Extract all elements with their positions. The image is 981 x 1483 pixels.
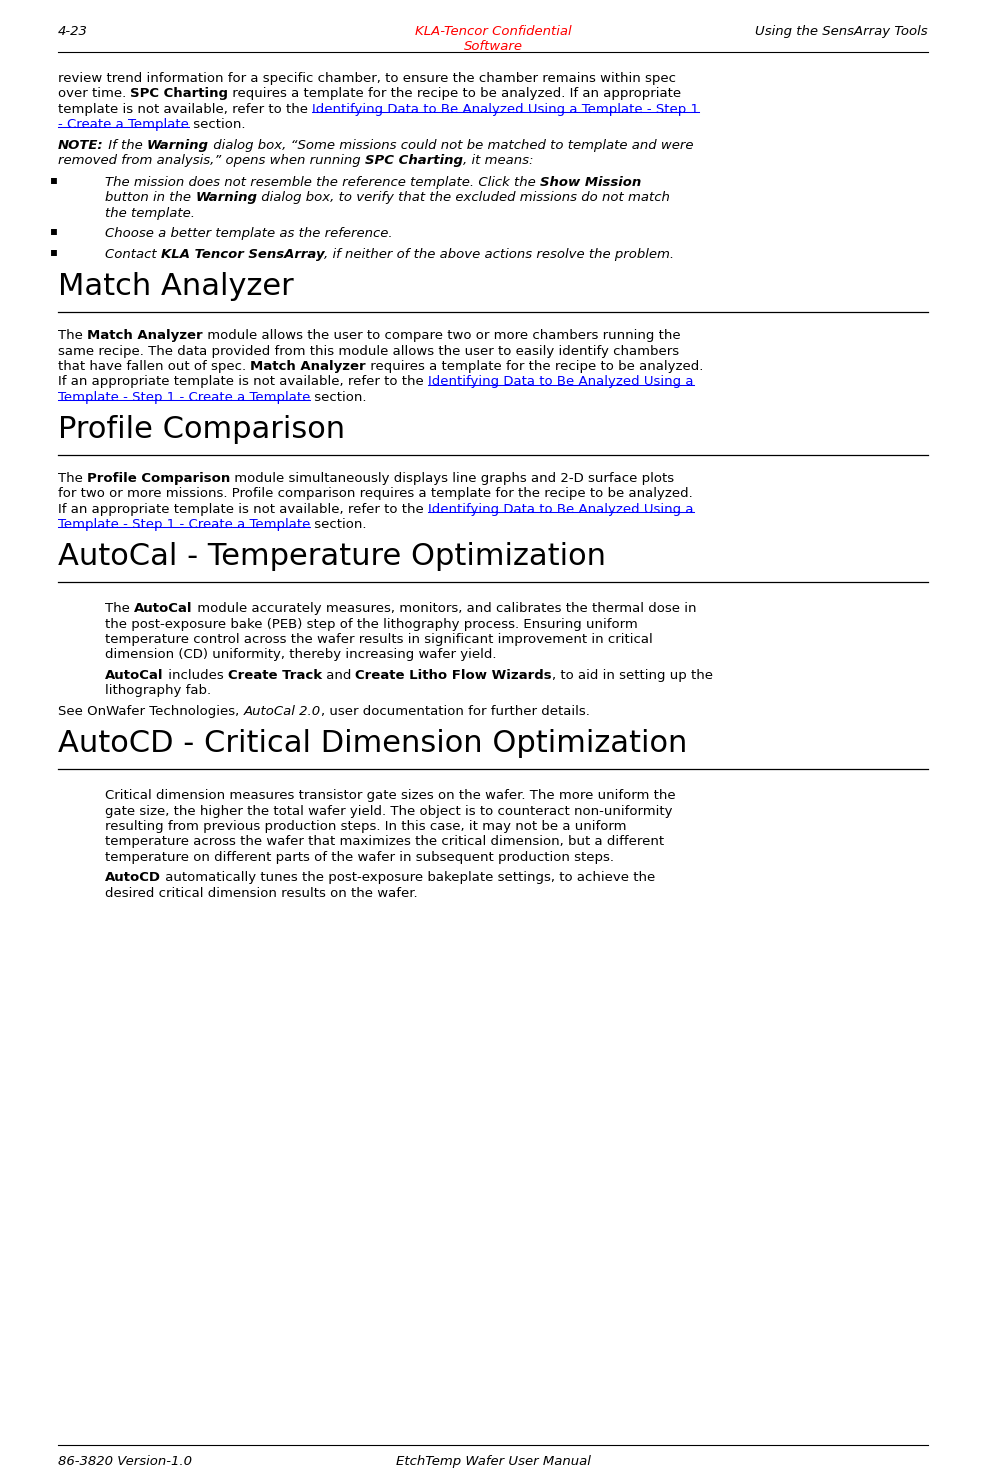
Text: dialog box, to verify that the excluded missions do not match: dialog box, to verify that the excluded …: [257, 191, 670, 205]
Text: , it means:: , it means:: [463, 154, 534, 168]
Text: temperature on different parts of the wafer in subsequent production steps.: temperature on different parts of the wa…: [105, 851, 614, 863]
Text: Identifying Data to Be Analyzed Using a Template - Step 1: Identifying Data to Be Analyzed Using a …: [312, 102, 699, 116]
Text: review trend information for a specific chamber, to ensure the chamber remains w: review trend information for a specific …: [58, 73, 676, 85]
Text: Software: Software: [463, 40, 523, 52]
Text: AutoCal: AutoCal: [134, 602, 192, 615]
Text: gate size, the higher the total wafer yield. The object is to counteract non-uni: gate size, the higher the total wafer yi…: [105, 805, 673, 817]
Text: section.: section.: [310, 390, 367, 403]
Text: Create Litho Flow Wizards: Create Litho Flow Wizards: [355, 669, 552, 682]
Text: template is not available, refer to the: template is not available, refer to the: [58, 102, 312, 116]
Text: module accurately measures, monitors, and calibrates the thermal dose in: module accurately measures, monitors, an…: [192, 602, 697, 615]
Text: AutoCal: AutoCal: [105, 669, 164, 682]
Text: 86-3820 Version-1.0: 86-3820 Version-1.0: [58, 1455, 192, 1468]
Text: , user documentation for further details.: , user documentation for further details…: [321, 704, 590, 718]
Text: Profile Comparison: Profile Comparison: [58, 415, 345, 443]
Text: Match Analyzer: Match Analyzer: [250, 360, 366, 374]
Text: SPC Charting: SPC Charting: [130, 87, 229, 101]
Text: Critical dimension measures transistor gate sizes on the wafer. The more uniform: Critical dimension measures transistor g…: [105, 789, 676, 802]
Text: same recipe. The data provided from this module allows the user to easily identi: same recipe. The data provided from this…: [58, 344, 679, 357]
Text: Profile Comparison: Profile Comparison: [87, 472, 231, 485]
Text: Show Mission: Show Mission: [540, 176, 642, 188]
Text: Match Analyzer: Match Analyzer: [87, 329, 203, 343]
Text: ▪: ▪: [50, 174, 58, 185]
Text: KLA-Tencor Confidential: KLA-Tencor Confidential: [415, 25, 571, 39]
Text: removed from analysis,” opens when running: removed from analysis,” opens when runni…: [58, 154, 365, 168]
Text: automatically tunes the post-exposure bakeplate settings, to achieve the: automatically tunes the post-exposure ba…: [161, 872, 655, 884]
Text: ▪: ▪: [50, 245, 58, 258]
Text: 4-23: 4-23: [58, 25, 88, 39]
Text: dimension (CD) uniformity, thereby increasing wafer yield.: dimension (CD) uniformity, thereby incre…: [105, 648, 496, 661]
Text: lithography fab.: lithography fab.: [105, 684, 211, 697]
Text: If an appropriate template is not available, refer to the: If an appropriate template is not availa…: [58, 375, 428, 389]
Text: KLA Tencor SensArray: KLA Tencor SensArray: [161, 248, 325, 261]
Text: , to aid in setting up the: , to aid in setting up the: [552, 669, 713, 682]
Text: The: The: [105, 602, 134, 615]
Text: Warning: Warning: [146, 138, 209, 151]
Text: The mission does not resemble the reference template. Click the: The mission does not resemble the refere…: [105, 176, 540, 188]
Text: See OnWafer Technologies,: See OnWafer Technologies,: [58, 704, 243, 718]
Text: NOTE:: NOTE:: [58, 138, 104, 151]
Text: for two or more missions. Profile comparison requires a template for the recipe : for two or more missions. Profile compar…: [58, 488, 693, 500]
Text: EtchTemp Wafer User Manual: EtchTemp Wafer User Manual: [395, 1455, 591, 1468]
Text: , if neither of the above actions resolve the problem.: , if neither of the above actions resolv…: [325, 248, 675, 261]
Text: temperature across the wafer that maximizes the critical dimension, but a differ: temperature across the wafer that maximi…: [105, 835, 664, 848]
Text: module allows the user to compare two or more chambers running the: module allows the user to compare two or…: [203, 329, 681, 343]
Text: requires a template for the recipe to be analyzed. If an appropriate: requires a template for the recipe to be…: [229, 87, 682, 101]
Text: The: The: [58, 472, 87, 485]
Text: button in the: button in the: [105, 191, 195, 205]
Text: Choose a better template as the reference.: Choose a better template as the referenc…: [105, 227, 392, 240]
Text: dialog box, “Some missions could not be matched to template and were: dialog box, “Some missions could not be …: [209, 138, 694, 151]
Text: AutoCal 2.0: AutoCal 2.0: [243, 704, 321, 718]
Text: ▪: ▪: [50, 224, 58, 237]
Text: section.: section.: [310, 518, 367, 531]
Text: resulting from previous production steps. In this case, it may not be a uniform: resulting from previous production steps…: [105, 820, 627, 833]
Text: The: The: [58, 329, 87, 343]
Text: Create Track: Create Track: [228, 669, 322, 682]
Text: Template - Step 1 - Create a Template: Template - Step 1 - Create a Template: [58, 518, 310, 531]
Text: requires a template for the recipe to be analyzed.: requires a template for the recipe to be…: [366, 360, 703, 374]
Text: temperature control across the wafer results in significant improvement in criti: temperature control across the wafer res…: [105, 633, 652, 647]
Text: over time.: over time.: [58, 87, 130, 101]
Text: that have fallen out of spec.: that have fallen out of spec.: [58, 360, 250, 374]
Text: includes: includes: [164, 669, 228, 682]
Text: the template.: the template.: [105, 206, 195, 219]
Text: Using the SensArray Tools: Using the SensArray Tools: [755, 25, 928, 39]
Text: section.: section.: [189, 119, 245, 131]
Text: Identifying Data to Be Analyzed Using a: Identifying Data to Be Analyzed Using a: [428, 375, 694, 389]
Text: If an appropriate template is not available, refer to the: If an appropriate template is not availa…: [58, 503, 428, 516]
Text: module simultaneously displays line graphs and 2-D surface plots: module simultaneously displays line grap…: [231, 472, 675, 485]
Text: - Create a Template: - Create a Template: [58, 119, 189, 131]
Text: SPC Charting: SPC Charting: [365, 154, 463, 168]
Text: If the: If the: [104, 138, 146, 151]
Text: the post-exposure bake (PEB) step of the lithography process. Ensuring uniform: the post-exposure bake (PEB) step of the…: [105, 618, 638, 630]
Text: Warning: Warning: [195, 191, 257, 205]
Text: AutoCD - Critical Dimension Optimization: AutoCD - Critical Dimension Optimization: [58, 730, 688, 758]
Text: AutoCal - Temperature Optimization: AutoCal - Temperature Optimization: [58, 543, 606, 571]
Text: Identifying Data to Be Analyzed Using a: Identifying Data to Be Analyzed Using a: [428, 503, 694, 516]
Text: Template - Step 1 - Create a Template: Template - Step 1 - Create a Template: [58, 390, 310, 403]
Text: Match Analyzer: Match Analyzer: [58, 273, 293, 301]
Text: AutoCD: AutoCD: [105, 872, 161, 884]
Text: and: and: [322, 669, 355, 682]
Text: desired critical dimension results on the wafer.: desired critical dimension results on th…: [105, 887, 418, 900]
Text: Contact: Contact: [105, 248, 161, 261]
